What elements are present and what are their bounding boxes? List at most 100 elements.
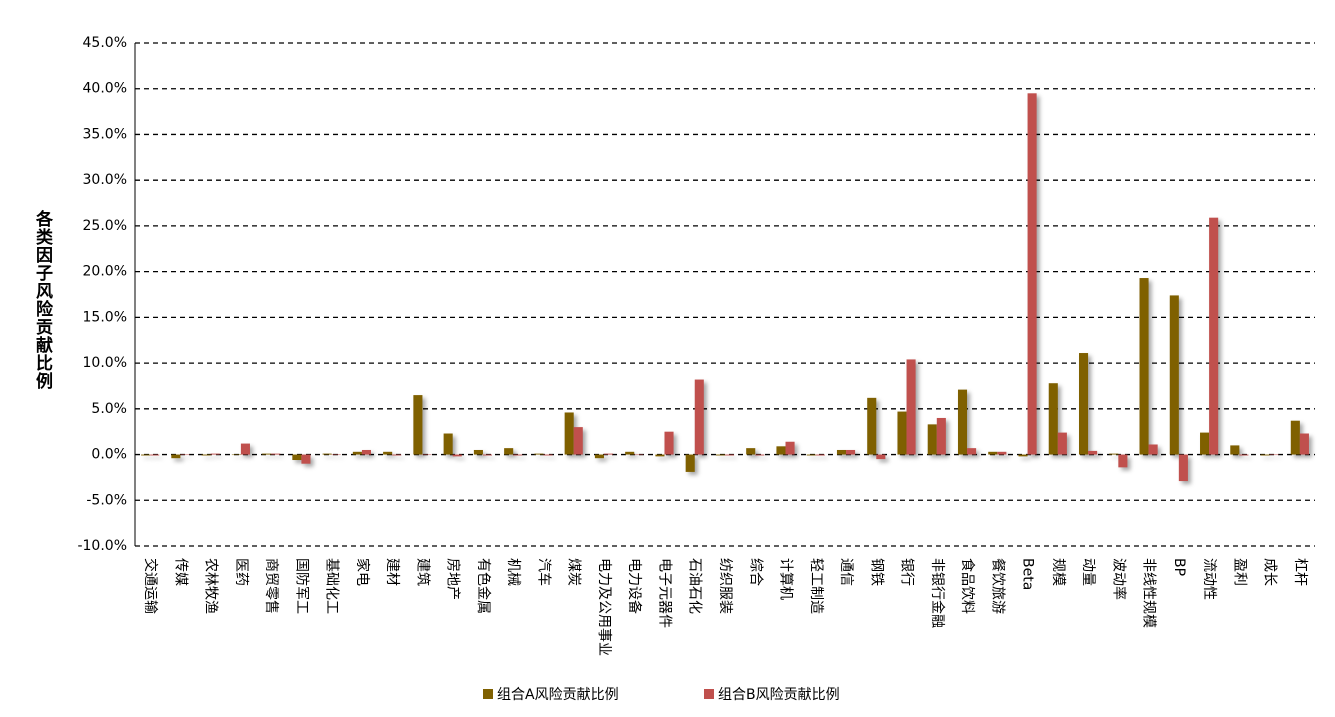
bar xyxy=(443,433,453,455)
x-tick-label: 动量 xyxy=(1080,558,1096,586)
x-tick-label: 食品饮料 xyxy=(959,558,976,614)
bar xyxy=(625,451,635,455)
bar xyxy=(422,454,432,456)
bar xyxy=(564,412,574,455)
bar xyxy=(240,443,250,455)
x-tick-label: 通信 xyxy=(838,558,854,586)
bar xyxy=(322,453,332,455)
bar xyxy=(785,441,795,455)
bar xyxy=(262,453,272,455)
bar xyxy=(231,454,241,456)
bar xyxy=(906,359,916,455)
x-tick-label: 家电 xyxy=(354,558,371,586)
y-tick-label: -5.0% xyxy=(86,492,127,508)
bar xyxy=(201,454,211,456)
bar xyxy=(383,451,393,455)
bar xyxy=(967,448,977,455)
x-tick-label: 电力设备 xyxy=(626,558,643,614)
bar xyxy=(1018,454,1028,457)
bar xyxy=(1139,278,1149,455)
bar xyxy=(482,454,493,456)
x-tick-label: 非银行金融 xyxy=(929,558,945,628)
bar xyxy=(1118,454,1128,468)
y-tick-label: 25.0% xyxy=(83,218,127,234)
x-tick-label: 规模 xyxy=(1050,558,1066,586)
bar xyxy=(755,454,765,456)
x-tick-label: 机械 xyxy=(505,558,521,586)
y-tick-label: 45.0% xyxy=(83,35,127,51)
x-tick-label: 有色金属 xyxy=(475,558,492,614)
x-tick-label: 轻工制造 xyxy=(808,558,824,614)
bar xyxy=(534,453,544,455)
x-tick-label: 石油石化 xyxy=(687,558,703,614)
x-tick-label: 医药 xyxy=(233,558,249,586)
bar xyxy=(452,454,462,457)
bar xyxy=(1209,217,1219,455)
bar xyxy=(1239,454,1249,456)
bar xyxy=(806,454,816,456)
bar xyxy=(957,389,968,455)
bar xyxy=(1269,454,1279,456)
x-tick-label: 商贸零售 xyxy=(263,558,279,614)
bar xyxy=(685,454,695,472)
x-tick-label: 非线性规模 xyxy=(1141,558,1157,628)
legend-swatch xyxy=(704,689,714,699)
y-tick-label: 0.0% xyxy=(91,447,127,463)
x-tick-label: 计算机 xyxy=(778,558,794,600)
x-tick-label: 建材 xyxy=(384,558,400,586)
bar xyxy=(836,449,847,455)
bar xyxy=(594,454,604,459)
bar xyxy=(504,448,514,455)
x-tick-label: Beta xyxy=(1020,558,1036,590)
bar xyxy=(150,454,160,456)
y-tick-label: 10.0% xyxy=(83,355,127,371)
bar xyxy=(815,454,825,456)
y-tick-label: 15.0% xyxy=(83,309,127,325)
x-tick-label: 餐饮旅游 xyxy=(989,558,1005,614)
x-tick-label: BP xyxy=(1171,558,1187,576)
bar xyxy=(171,454,181,459)
x-tick-label: 流动性 xyxy=(1201,558,1217,600)
x-tick-label: 盈利 xyxy=(1231,558,1247,586)
bar xyxy=(936,417,946,455)
bar xyxy=(746,448,756,455)
x-tick-label: 建筑 xyxy=(414,558,430,586)
x-tick-label: 成长 xyxy=(1262,558,1278,586)
bar xyxy=(1027,93,1037,455)
bar xyxy=(1088,450,1098,455)
x-tick-label: 煤炭 xyxy=(566,558,582,586)
y-tick-label: -10.0% xyxy=(77,538,127,554)
bar xyxy=(634,454,644,456)
bar xyxy=(271,453,281,455)
y-tick-label: 20.0% xyxy=(83,264,127,280)
x-tick-label: 农林牧渔 xyxy=(203,558,219,614)
bar xyxy=(513,454,523,456)
bar xyxy=(473,449,483,455)
bar xyxy=(141,454,151,456)
bar xyxy=(725,454,735,456)
x-tick-label: 银行 xyxy=(899,558,915,586)
y-tick-label: 30.0% xyxy=(83,172,127,188)
bar xyxy=(664,431,674,455)
bar xyxy=(694,379,704,455)
bar xyxy=(180,454,190,456)
bar xyxy=(392,454,402,456)
bar xyxy=(413,395,423,455)
x-tick-label: 房地产 xyxy=(445,558,461,600)
y-tick-label: 5.0% xyxy=(91,401,127,417)
bar xyxy=(1178,454,1188,482)
x-tick-label: 杠杆 xyxy=(1292,558,1308,586)
bar xyxy=(655,454,665,457)
bar xyxy=(988,451,998,455)
bar xyxy=(927,424,937,455)
x-tick-label: 电力及公用事业 xyxy=(596,558,612,656)
y-axis-title: 各类因子风险贡献比例 xyxy=(32,209,54,390)
bar xyxy=(867,397,877,455)
bar xyxy=(876,454,886,460)
legend-swatch xyxy=(483,689,493,699)
x-tick-label: 电子元器件 xyxy=(656,558,672,628)
legend-label: 组合B风险贡献比例 xyxy=(718,687,840,703)
bar xyxy=(331,454,341,456)
bar xyxy=(352,451,362,455)
